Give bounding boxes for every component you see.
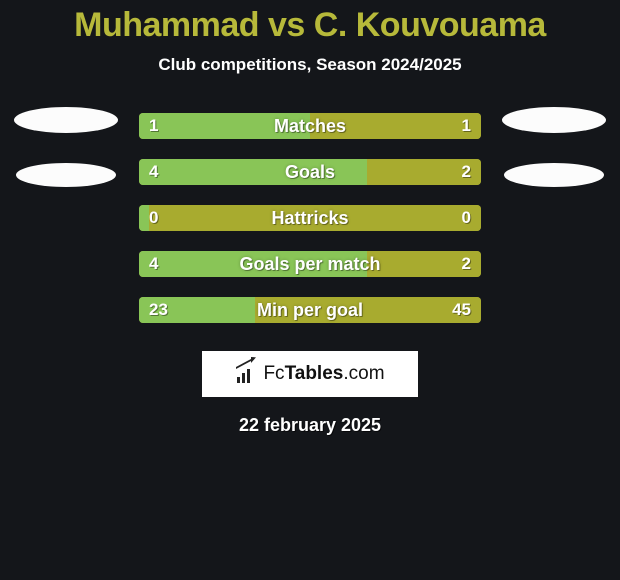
stat-bar-left-segment [139,297,255,323]
stat-bar-left-segment [139,113,310,139]
player-left-name: Muhammad [74,6,259,44]
subtitle: Club competitions, Season 2024/2025 [0,55,620,75]
stat-bar-row: Matches11 [139,113,481,139]
stat-bar-row: Min per goal2345 [139,297,481,323]
logo-text: FcTables.com [263,363,384,385]
vs-separator: vs [259,6,314,44]
stat-bar-left-segment [139,159,367,185]
stat-bar-right-segment [310,113,481,139]
stat-bar-row: Goals per match42 [139,251,481,277]
date-label: 22 february 2025 [0,415,620,436]
stat-bar-right-segment [367,159,481,185]
bars-container: Matches11 Goals42 Hattricks00 Goals per mat… [139,113,481,323]
avatar-column-left [11,107,121,187]
player-right-name: C. Kouvouama [314,6,546,44]
logo-box[interactable]: FcTables.com [202,351,418,397]
stat-bar-right-segment [255,297,481,323]
logo-prefix: Fc [263,363,284,384]
stat-bar-right-segment [149,205,481,231]
avatar-right-1 [502,107,606,133]
avatar-right-2 [504,163,604,187]
barchart-arrow-icon [235,365,257,383]
infographic-root: Muhammad vs C. Kouvouama Club competitio… [0,0,620,436]
stat-bar-right-segment [367,251,481,277]
stat-bar-left-segment [139,251,367,277]
page-title: Muhammad vs C. Kouvouama [0,0,620,45]
stat-bar-row: Hattricks00 [139,205,481,231]
avatar-left-2 [16,163,116,187]
stat-bar-left-segment [139,205,149,231]
stat-bar-row: Goals42 [139,159,481,185]
logo-bold: Tables [285,363,344,384]
logo-suffix: .com [343,363,384,384]
comparison-section: Matches11 Goals42 Hattricks00 Goals per mat… [0,113,620,323]
avatar-left-1 [14,107,118,133]
avatar-column-right [499,107,609,187]
